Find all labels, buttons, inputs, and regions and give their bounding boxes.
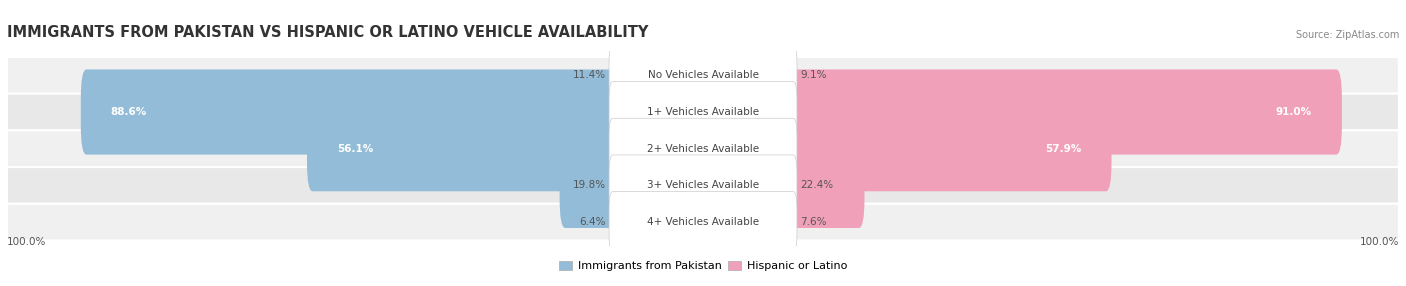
Text: 19.8%: 19.8% — [572, 180, 606, 190]
Text: 2+ Vehicles Available: 2+ Vehicles Available — [647, 144, 759, 154]
Text: 4+ Vehicles Available: 4+ Vehicles Available — [647, 217, 759, 227]
Text: 88.6%: 88.6% — [111, 107, 148, 117]
Text: 100.0%: 100.0% — [7, 237, 46, 247]
Text: IMMIGRANTS FROM PAKISTAN VS HISPANIC OR LATINO VEHICLE AVAILABILITY: IMMIGRANTS FROM PAKISTAN VS HISPANIC OR … — [7, 25, 648, 40]
FancyBboxPatch shape — [560, 143, 709, 228]
FancyBboxPatch shape — [697, 33, 772, 118]
FancyBboxPatch shape — [7, 94, 1399, 130]
FancyBboxPatch shape — [7, 130, 1399, 167]
FancyBboxPatch shape — [697, 106, 1112, 191]
FancyBboxPatch shape — [7, 204, 1399, 241]
FancyBboxPatch shape — [7, 57, 1399, 94]
FancyBboxPatch shape — [697, 143, 865, 228]
Text: 1+ Vehicles Available: 1+ Vehicles Available — [647, 107, 759, 117]
FancyBboxPatch shape — [307, 106, 709, 191]
Text: 7.6%: 7.6% — [800, 217, 827, 227]
Text: 6.4%: 6.4% — [579, 217, 606, 227]
Text: 3+ Vehicles Available: 3+ Vehicles Available — [647, 180, 759, 190]
FancyBboxPatch shape — [619, 33, 709, 118]
FancyBboxPatch shape — [609, 155, 797, 216]
Text: 57.9%: 57.9% — [1045, 144, 1081, 154]
Text: 100.0%: 100.0% — [1360, 237, 1399, 247]
Text: No Vehicles Available: No Vehicles Available — [648, 70, 758, 80]
FancyBboxPatch shape — [697, 180, 762, 265]
FancyBboxPatch shape — [80, 69, 709, 155]
FancyBboxPatch shape — [609, 192, 797, 253]
FancyBboxPatch shape — [609, 45, 797, 106]
Text: Source: ZipAtlas.com: Source: ZipAtlas.com — [1295, 30, 1399, 40]
FancyBboxPatch shape — [7, 167, 1399, 204]
Text: 22.4%: 22.4% — [800, 180, 834, 190]
FancyBboxPatch shape — [697, 69, 1341, 155]
FancyBboxPatch shape — [609, 118, 797, 179]
Text: 11.4%: 11.4% — [572, 70, 606, 80]
FancyBboxPatch shape — [652, 180, 709, 265]
Text: 91.0%: 91.0% — [1275, 107, 1312, 117]
Text: 9.1%: 9.1% — [800, 70, 827, 80]
Text: 56.1%: 56.1% — [337, 144, 373, 154]
Legend: Immigrants from Pakistan, Hispanic or Latino: Immigrants from Pakistan, Hispanic or La… — [554, 256, 852, 275]
FancyBboxPatch shape — [609, 82, 797, 142]
